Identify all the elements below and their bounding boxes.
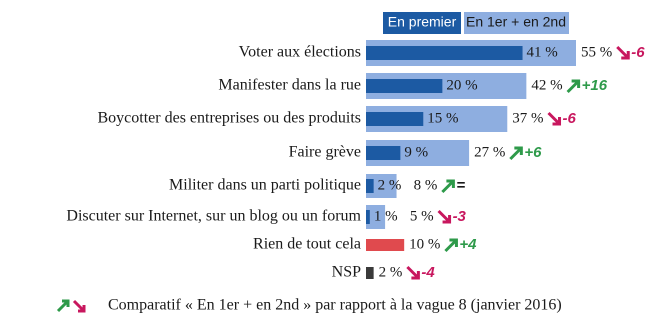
footnote: Comparatif « En 1er + en 2nd » par rappo… [108,297,562,314]
change-arrow [406,265,420,280]
bar-first [366,210,370,224]
value-label: 9 % [404,144,428,160]
category-label: Discuter sur Internet, sur un blog ou un… [66,208,361,225]
value-label: 5 % [410,208,434,224]
change-arrow [444,238,458,253]
change-arrow [566,79,581,94]
value-label: 41 % [527,44,558,60]
bar-total [366,205,386,229]
category-label: Militer dans un parti politique [169,177,361,194]
bar-first [366,146,401,160]
change-arrow [616,45,630,60]
legend-swatch [464,12,569,34]
change-arrow [441,179,455,194]
legend-label: En premier [388,14,457,30]
value-label: 55 % [581,44,612,60]
value-label: 8 % [414,177,438,193]
change-label: -6 [631,44,645,61]
change-label: +4 [459,236,477,253]
category-label: Voter aux élections [239,44,361,61]
legend-swatch [383,12,461,34]
value-label: 10 % [409,236,440,252]
category-label: Rien de tout cela [253,236,361,253]
bar-total [366,239,405,251]
value-label: 37 % [512,110,543,126]
category-label: NSP [332,264,361,281]
bar-first [366,112,424,126]
category-label: Boycotter des entreprises ou des produit… [98,110,362,127]
legend-label: En 1er + en 2nd [466,14,566,30]
bar-first [366,79,443,93]
bar-first [366,179,374,193]
change-arrow [437,209,452,224]
value-label: 42 % [531,77,562,93]
value-label: 27 % [474,144,505,160]
change-arrow [547,111,562,126]
category-label: Manifester dans la rue [218,77,361,94]
category-label: Faire grève [289,144,361,161]
change-label: +16 [582,77,608,94]
value-label: 15 % [427,110,458,126]
change-label: +6 [524,144,542,161]
bar-first [366,46,523,60]
value-label: 1 % [374,208,398,224]
value-label: 2 % [379,264,403,280]
change-label: -4 [421,264,435,281]
change-label: -6 [563,110,577,127]
change-arrow [509,146,523,161]
value-label: 2 % [378,177,402,193]
footnote-arrows [56,299,86,313]
value-label: 20 % [446,77,477,93]
change-label: = [456,177,465,194]
change-label: -3 [453,208,467,225]
bar-total [366,267,374,279]
